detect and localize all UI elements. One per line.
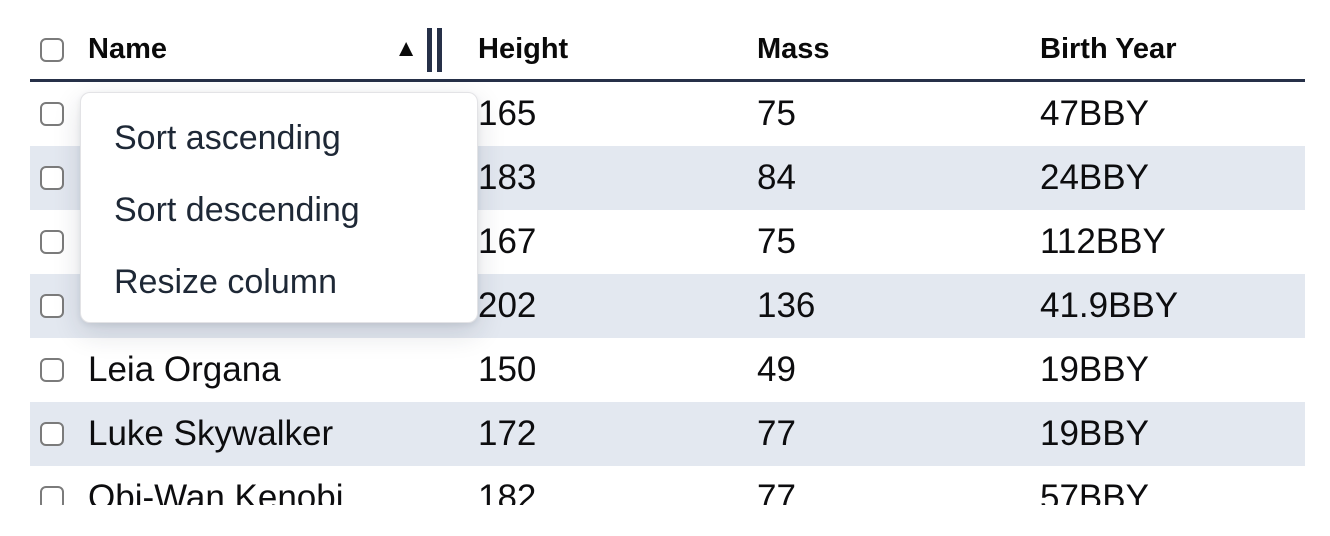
table-row: Leia Organa 150 49 19BBY bbox=[30, 338, 1305, 402]
cell-birth-year: 57BBY bbox=[1040, 478, 1149, 505]
cell-mass: 77 bbox=[757, 414, 796, 453]
cell-height: 172 bbox=[478, 414, 537, 453]
column-header-birth-year[interactable]: Birth Year bbox=[1040, 33, 1177, 65]
table-row: 202 136 41.9BBY bbox=[30, 274, 1305, 338]
row-checkbox[interactable] bbox=[40, 294, 64, 318]
cell-height: 165 bbox=[478, 94, 537, 133]
cell-mass: 84 bbox=[757, 158, 796, 197]
cell-mass: 49 bbox=[757, 350, 796, 389]
header-cell-select bbox=[30, 37, 88, 62]
column-header-height[interactable]: Height bbox=[478, 33, 569, 65]
sort-ascending-icon: ▲ bbox=[394, 34, 418, 62]
cell-mass: 75 bbox=[757, 94, 796, 133]
row-checkbox[interactable] bbox=[40, 102, 64, 126]
cell-name: Leia Organa bbox=[88, 350, 281, 389]
table-row: Obi-Wan Kenobi 182 77 57BBY bbox=[30, 466, 1305, 505]
cell-birth-year: 19BBY bbox=[1040, 350, 1149, 389]
table-clip-region: Name ▲ Height Mass Birth Year 165 75 47B… bbox=[30, 20, 1305, 505]
row-checkbox[interactable] bbox=[40, 358, 64, 382]
cell-height: 183 bbox=[478, 158, 537, 197]
cell-height: 167 bbox=[478, 222, 537, 261]
cell-birth-year: 112BBY bbox=[1040, 222, 1166, 261]
row-checkbox[interactable] bbox=[40, 230, 64, 254]
cell-name: Luke Skywalker bbox=[88, 414, 334, 453]
table-row: 167 75 112BBY bbox=[30, 210, 1305, 274]
column-header-name-label: Name bbox=[88, 33, 167, 65]
cell-birth-year: 24BBY bbox=[1040, 158, 1149, 197]
cell-height: 182 bbox=[478, 478, 537, 505]
column-context-menu: Sort ascending Sort descending Resize co… bbox=[80, 92, 478, 323]
column-resize-handle[interactable] bbox=[427, 27, 442, 72]
menu-item-resize-column[interactable]: Resize column bbox=[114, 262, 337, 301]
cell-mass: 77 bbox=[757, 478, 796, 505]
cell-birth-year: 41.9BBY bbox=[1040, 286, 1179, 325]
cell-birth-year: 47BBY bbox=[1040, 94, 1149, 133]
select-all-checkbox[interactable] bbox=[40, 37, 64, 62]
row-checkbox[interactable] bbox=[40, 166, 64, 190]
cell-height: 150 bbox=[478, 350, 537, 389]
data-table: Name ▲ Height Mass Birth Year 165 75 47B… bbox=[30, 20, 1305, 505]
cell-mass: 136 bbox=[757, 286, 816, 325]
menu-item-sort-ascending[interactable]: Sort ascending bbox=[114, 118, 341, 157]
cell-mass: 75 bbox=[757, 222, 796, 261]
column-header-mass[interactable]: Mass bbox=[757, 33, 830, 65]
cell-name: Obi-Wan Kenobi bbox=[88, 478, 344, 505]
column-header-name[interactable]: Name ▲ bbox=[88, 27, 478, 72]
table-header-row: Name ▲ Height Mass Birth Year bbox=[30, 20, 1305, 82]
menu-item-sort-descending[interactable]: Sort descending bbox=[114, 190, 360, 229]
table-row: Luke Skywalker 172 77 19BBY bbox=[30, 402, 1305, 466]
table-row: 165 75 47BBY bbox=[30, 82, 1305, 146]
cell-height: 202 bbox=[478, 286, 537, 325]
cell-birth-year: 19BBY bbox=[1040, 414, 1149, 453]
row-checkbox[interactable] bbox=[40, 486, 64, 505]
row-checkbox[interactable] bbox=[40, 422, 64, 446]
